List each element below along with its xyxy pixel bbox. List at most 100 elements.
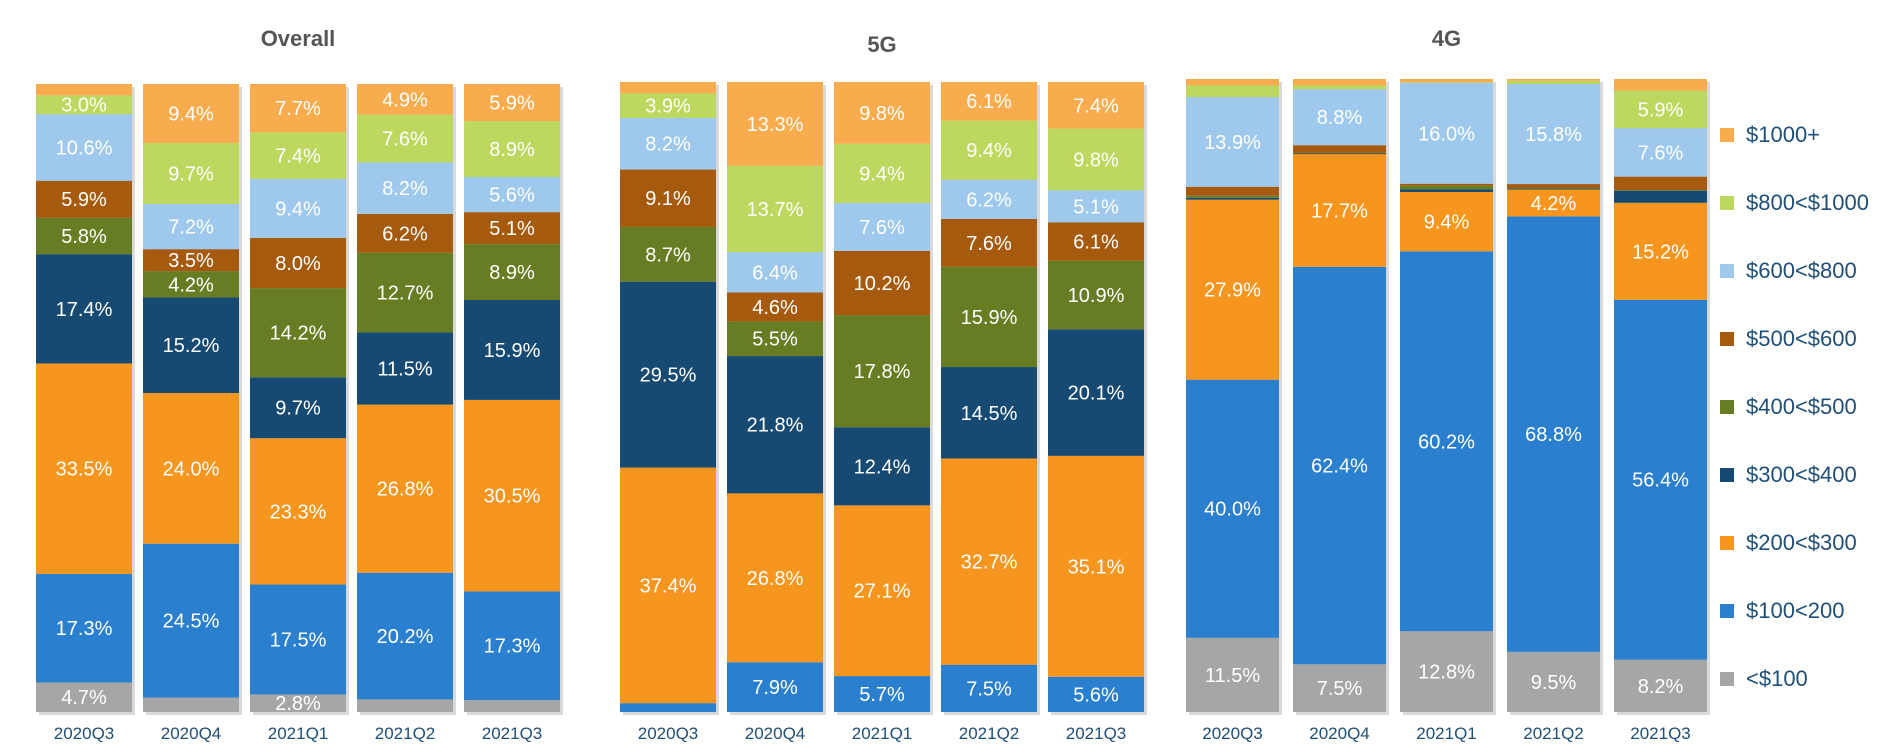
legend-label: <$100 (1746, 666, 1808, 691)
segment-300-400 (1614, 190, 1707, 203)
legend-swatch (1720, 468, 1734, 482)
data-label: 4.2% (168, 274, 214, 296)
segment-100-200 (1507, 216, 1600, 652)
segment-100 (464, 700, 560, 712)
segment-500-600 (1293, 145, 1386, 153)
data-label: 7.6% (859, 217, 905, 239)
data-label: 17.8% (854, 361, 911, 383)
data-label: 9.4% (1424, 212, 1470, 234)
data-label: 4.6% (752, 297, 798, 319)
data-label: 13.9% (1204, 132, 1261, 154)
segment-400-500 (464, 244, 560, 301)
legend: $1000+ $800<$1000 $600<$800 $500<$600 $400<$… (1720, 122, 1869, 691)
bar-2020q4: 7.5% 62.4% 17.7% 8.8% (1293, 79, 1389, 715)
data-label: 5.6% (1073, 684, 1119, 706)
data-label: 5.8% (61, 226, 107, 248)
panel-5g: 5G 37.4% 29.5% 8.7% 9.1% 8.2% 3.9% 2020Q3 7.9% 26… (620, 32, 1147, 743)
data-label: 17.5% (270, 629, 327, 651)
segment-500-600 (464, 212, 560, 245)
segment-100 (36, 682, 132, 712)
segment-200-300 (36, 363, 132, 574)
legend-item-100: <$100 (1720, 666, 1808, 691)
data-label: 9.1% (645, 188, 691, 210)
segment-300-400 (1400, 189, 1493, 192)
x-tick-label: 2020Q3 (54, 724, 115, 743)
segment-100-200 (620, 703, 716, 712)
segment-500-600 (143, 249, 239, 272)
segment-200-300 (357, 404, 453, 573)
data-label: 7.2% (168, 217, 214, 239)
segment-200-300 (941, 458, 1037, 665)
data-label: 8.9% (489, 262, 535, 284)
data-label: 17.3% (484, 636, 541, 658)
segment-600-800 (1400, 82, 1493, 184)
segment-100-200 (143, 543, 239, 698)
segment-600-800 (250, 178, 346, 238)
data-label: 4.9% (382, 89, 428, 111)
data-label: 9.8% (1073, 149, 1119, 171)
data-label: 16.0% (1418, 123, 1475, 145)
bar-2020q3: 11.5% 40.0% 27.9% 13.9% (1186, 79, 1282, 715)
segment-500-600 (357, 213, 453, 253)
segment-400-500 (941, 266, 1037, 368)
bar-2021q2: 9.5% 68.8% 4.2% 15.8% (1507, 79, 1603, 715)
legend-swatch (1720, 400, 1734, 414)
panel-title: 4G (1432, 26, 1461, 51)
data-label: 56.4% (1632, 470, 1689, 492)
segment-600-800 (357, 162, 453, 214)
segment-200-300 (1400, 191, 1493, 252)
legend-item-100-200: $100<200 (1720, 598, 1845, 623)
bar-2021q3: 5.6% 35.1% 20.1% 10.9% 6.1% 5.1% 9.8% 7.4% (1048, 82, 1147, 715)
data-label: 15.2% (163, 335, 220, 357)
segment-400-500 (1507, 188, 1600, 190)
segment-1000 (620, 82, 716, 94)
segment-100-200 (941, 664, 1037, 712)
data-label: 35.1% (1068, 556, 1125, 578)
data-label: 17.3% (56, 618, 113, 640)
data-label: 15.9% (961, 307, 1018, 329)
panel-title: Overall (261, 26, 336, 51)
segment-500-600 (834, 250, 930, 316)
segment-1000 (941, 82, 1037, 121)
x-tick-label: 2021Q1 (268, 724, 329, 743)
segment-800-1000 (1048, 128, 1144, 191)
data-label: 14.5% (961, 403, 1018, 425)
data-label: 5.9% (61, 189, 107, 211)
data-label: 26.8% (377, 479, 434, 501)
x-tick-label: 2021Q3 (1066, 724, 1127, 743)
data-label: 2.8% (275, 693, 321, 715)
data-label: 9.7% (168, 163, 214, 185)
data-label: 5.5% (752, 329, 798, 351)
segment-100-200 (727, 662, 823, 712)
segment-1000 (1400, 79, 1493, 83)
data-label: 7.4% (275, 146, 321, 168)
segment-100-200 (1614, 299, 1707, 660)
legend-swatch (1720, 672, 1734, 686)
data-label: 4.7% (61, 687, 107, 709)
data-label: 8.8% (1317, 107, 1363, 129)
legend-label: $400<$500 (1746, 394, 1857, 419)
data-label: 9.7% (275, 398, 321, 420)
x-tick-label: 2021Q2 (959, 724, 1020, 743)
data-label: 7.4% (1073, 95, 1119, 117)
segment-200-300 (1614, 202, 1707, 300)
segment-100 (250, 694, 346, 712)
data-label: 7.6% (966, 233, 1012, 255)
bar-2021q1: 2.8% 17.5% 23.3% 9.7% 14.2% 8.0% 9.4% 7.4% 7.7% (250, 84, 349, 715)
data-label: 5.7% (859, 684, 905, 706)
segment-1000 (464, 84, 560, 122)
bar-2021q2: 20.2% 26.8% 11.5% 12.7% 6.2% 8.2% 7.6% 4.9% (357, 84, 456, 715)
data-label: 12.4% (854, 456, 911, 478)
segment-800-1000 (1293, 85, 1386, 90)
legend-item-300-400: $300<$400 (1720, 462, 1857, 487)
segment-1000 (36, 84, 132, 96)
data-label: 20.2% (377, 626, 434, 648)
segment-800-1000 (357, 114, 453, 163)
segment-800-1000 (1400, 82, 1493, 83)
bar-2020q4: 7.9% 26.8% 21.8% 5.5% 4.6% 6.4% 13.7% 13.3% (727, 82, 826, 715)
bar-2020q4: 24.5% 24.0% 15.2% 4.2%3.5% 7.2% 9.7% 9.4% (143, 84, 242, 715)
segment-400-500 (1186, 195, 1279, 198)
data-label: 6.1% (1073, 232, 1119, 254)
data-label: 6.4% (752, 262, 798, 284)
